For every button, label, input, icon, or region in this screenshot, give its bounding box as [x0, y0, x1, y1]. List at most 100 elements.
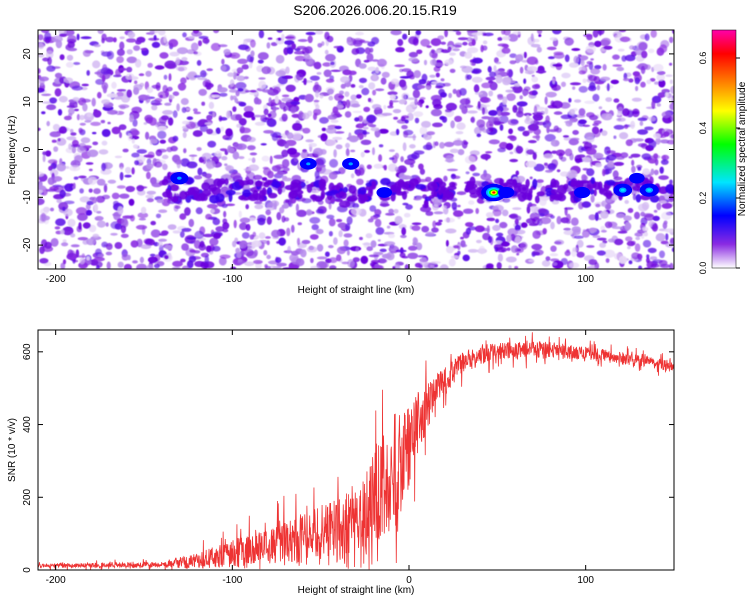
- spectrogram-cell: [473, 84, 480, 93]
- spectrogram-cell: [430, 261, 441, 264]
- spectrogram-cell: [363, 106, 371, 113]
- spectrogram-cell: [252, 174, 263, 180]
- spectrogram-cell: [505, 256, 517, 263]
- spectrogram-cell: [517, 126, 526, 132]
- spectrogram-cell: [239, 222, 248, 231]
- spectrogram-cell: [105, 36, 115, 43]
- spectrogram-cell: [70, 233, 76, 238]
- spectrogram-cell: [425, 231, 435, 237]
- spectrogram-band-cell: [401, 190, 408, 200]
- spectrogram-cell: [455, 131, 464, 135]
- spectrogram-cell: [485, 76, 496, 81]
- spectrogram-cell: [590, 144, 598, 149]
- spectrogram-cell: [586, 33, 593, 41]
- spectrogram-cell: [503, 30, 511, 36]
- spectrogram-cell: [52, 176, 63, 182]
- spectrogram-cell: [176, 103, 180, 112]
- spectrogram-cell: [157, 130, 167, 139]
- spectrogram-cell: [161, 230, 169, 235]
- spectrogram-cell: [536, 46, 542, 53]
- spectrogram-cell: [361, 87, 370, 96]
- spectrogram-cell: [505, 143, 514, 151]
- spectrogram-cell: [600, 76, 611, 82]
- spectrogram-cell: [542, 228, 547, 235]
- spectrogram-cell: [375, 88, 385, 92]
- spectrogram-cell: [550, 139, 560, 147]
- spectrogram-cell: [600, 229, 607, 233]
- spectrogram-cell: [506, 234, 512, 243]
- spectrogram-cell: [601, 200, 607, 207]
- spectrogram-cell: [628, 260, 633, 265]
- spectrogram-cell: [253, 249, 258, 257]
- spectrogram-cell: [50, 207, 54, 212]
- spectrogram-cell: [297, 222, 302, 226]
- spectrogram-cell: [208, 101, 215, 109]
- spectrogram-cell: [232, 240, 237, 248]
- spectrogram-band-cell: [390, 184, 402, 193]
- snr-y-label: SNR (10 * v/v): [7, 418, 18, 482]
- snr-y-tick-label: 200: [22, 488, 33, 505]
- spectrogram-cell: [637, 117, 648, 122]
- spectrogram-cell: [38, 127, 41, 131]
- spectrogram-cell: [649, 78, 656, 82]
- spectrogram-cell: [80, 36, 92, 40]
- spectrogram-cell: [202, 79, 212, 88]
- spectrogram-cell: [62, 206, 66, 212]
- spectrogram-cell: [553, 111, 563, 115]
- spectrogram-cell: [488, 139, 500, 145]
- spectrogram-cell: [74, 155, 83, 163]
- spectrogram-cell: [193, 51, 198, 55]
- spectrogram-cell: [45, 150, 52, 157]
- spectrogram-cell: [50, 238, 59, 247]
- spectrogram-cell: [564, 148, 573, 157]
- spectrogram-cell: [150, 138, 158, 144]
- spectrogram-band-cell: [408, 178, 420, 186]
- spectrogram-cell: [162, 110, 174, 115]
- spectrogram-cell: [573, 55, 580, 64]
- spectrogram-cell: [134, 160, 140, 166]
- spectrogram-cell: [650, 168, 655, 176]
- spectrogram-cell: [634, 211, 640, 220]
- spectrogram-cell: [642, 239, 652, 248]
- spectrogram-cell: [314, 170, 320, 179]
- spectrogram-cell: [465, 171, 470, 175]
- spectrogram-cell: [396, 169, 400, 174]
- spectrogram-cell: [492, 209, 502, 217]
- spectrogram-cell: [96, 220, 106, 228]
- spectrogram-cell: [212, 111, 216, 118]
- spectrogram-cell: [656, 47, 665, 56]
- spectrogram-cell: [449, 52, 456, 56]
- spectrogram-cell: [568, 98, 572, 103]
- spectrogram-cell: [545, 115, 550, 124]
- spectrogram-cell: [97, 30, 104, 34]
- spectrogram-cell: [556, 216, 562, 225]
- spectrogram-cell: [56, 163, 67, 172]
- spectrogram-cell: [46, 104, 57, 111]
- spectrogram-cell: [140, 206, 147, 214]
- spectrogram-cell: [118, 124, 127, 131]
- spectrogram-cell: [432, 58, 437, 65]
- spectrogram-cell: [93, 44, 101, 48]
- spectrogram-cell: [343, 233, 353, 238]
- spectrogram-cell: [149, 117, 157, 126]
- spectrogram-cell: [200, 70, 207, 78]
- spectrogram-cell: [315, 104, 320, 110]
- spectrogram-cell: [481, 32, 487, 36]
- spectrogram-band-cell: [348, 185, 357, 194]
- spectrogram-cell: [618, 30, 627, 33]
- spectrogram-cell: [316, 244, 324, 252]
- spectrogram-cell: [239, 240, 248, 249]
- colorbar-tick-label: 0.6: [698, 52, 708, 65]
- spectrogram-cell: [111, 192, 120, 200]
- spectrogram-cell: [665, 233, 669, 241]
- spectrogram-cell: [186, 236, 197, 240]
- spectrogram-cell: [275, 70, 287, 77]
- spectrogram-cell: [380, 77, 387, 85]
- spectrogram-cell: [281, 215, 286, 223]
- spectrogram-cell: [594, 212, 599, 222]
- spectrogram-cell: [195, 207, 203, 215]
- spectrogram-cell: [261, 155, 270, 162]
- spectrogram-cell: [651, 100, 656, 109]
- spectrogram-cell: [192, 30, 200, 34]
